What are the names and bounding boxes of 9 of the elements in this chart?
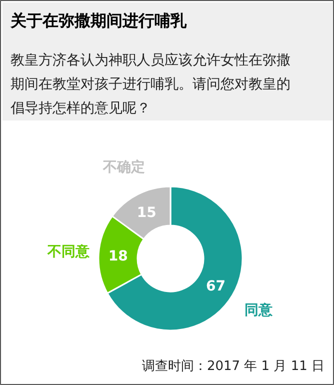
data-label: 67	[206, 278, 226, 295]
data-label: 15	[136, 205, 156, 222]
text: 调查时间：2017 年 1 月 11 日	[142, 359, 325, 374]
slice-label: 同意	[244, 301, 274, 318]
chart-subtitle: 教皇方济各认为神职人员应该允许女性在弥撒期间在教堂对孩子进行哺乳。请问您对教皇的倡导持怎样的意见呢？	[10, 52, 290, 116]
slice-label: 不同意	[46, 243, 91, 260]
data-label: 18	[108, 248, 128, 265]
slice-label: 不确定	[102, 158, 146, 176]
chart-title: 关于在弥撒期间进行哺乳	[10, 11, 188, 30]
